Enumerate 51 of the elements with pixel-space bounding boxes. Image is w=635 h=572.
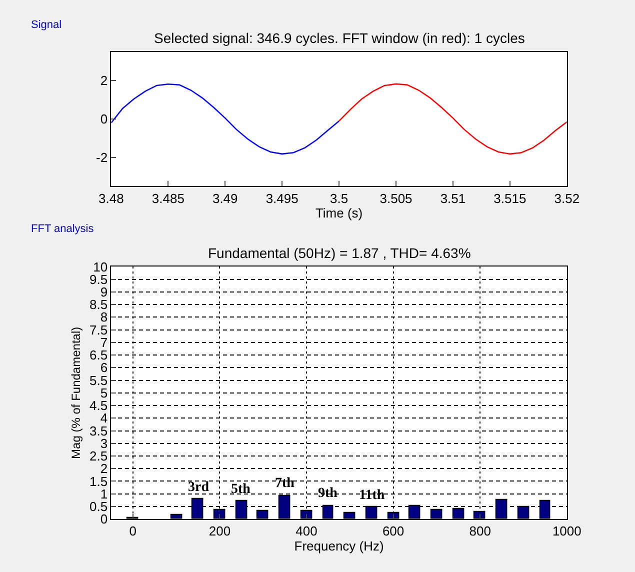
x-tick-label: 0 [129,524,137,539]
y-tick-label: 2 [100,461,108,476]
y-tick-label: 2.5 [90,448,108,464]
x-tick-label: 200 [208,524,231,539]
y-tick-label: 5 [100,385,108,400]
annotation: 5th [231,482,251,497]
text: Signal [31,19,62,31]
x-tick-label: 3.5 [330,190,348,206]
y-tick-label: 3 [100,436,108,451]
x-tick-label: 1000 [552,524,582,539]
y-tick-label: 7.5 [90,322,108,338]
y-tick-label: 5.5 [90,372,108,388]
y-tick-label: 0 [100,112,108,127]
y-tick-label: 3.5 [90,423,108,438]
y-tick-label: 4 [100,410,108,426]
x-tick-label: 3.51 [440,190,466,206]
y-tick-label: 9 [100,284,108,300]
text: FFT analysis [31,223,94,235]
chart-title: Selected signal: 346.9 cycles. FFT window (in red): 1 cycles [154,30,525,46]
line-series [111,83,340,155]
x-axis-title: Frequency (Hz) [294,538,384,554]
x-tick-label: 3.485 [152,190,184,206]
y-tick-label: 1 [100,486,108,502]
y-tick-label: -2 [96,150,108,165]
x-tick-label: 800 [469,524,491,539]
x-axis-title: Time (s) [315,206,363,221]
x-tick-label: 600 [382,524,404,539]
x-tick-label: 3.52 [554,190,580,206]
x-tick-label: 3.48 [98,190,124,206]
y-tick-label: 4.5 [90,398,108,414]
x-tick-label: 3.495 [266,190,298,206]
y-axis-title: Mag (% of Fundamental) [68,326,83,459]
y-tick-label: 8 [100,310,108,325]
chart-title: Fundamental (50Hz) = 1.87 , THD= 4.63% [208,245,471,261]
y-tick-label: 6.5 [90,348,108,363]
y-tick-label: 2 [100,73,108,88]
annotation: 3rd [188,480,210,495]
x-tick-label: 3.505 [380,190,412,206]
y-tick-label: 10 [93,259,108,274]
y-tick-label: 0 [100,512,108,527]
y-tick-label: 9.5 [90,272,108,287]
y-tick-label: 7 [100,334,108,350]
x-tick-label: 400 [296,524,318,539]
y-tick-label: 6 [100,360,108,376]
line-series [338,83,567,155]
x-tick-label: 3.515 [494,190,526,206]
y-tick-label: 0.5 [90,499,108,514]
y-tick-label: 1.5 [90,474,108,489]
annotation: 11th [359,488,385,503]
x-tick-label: 3.49 [212,190,238,206]
y-tick-label: 8.5 [90,297,108,312]
